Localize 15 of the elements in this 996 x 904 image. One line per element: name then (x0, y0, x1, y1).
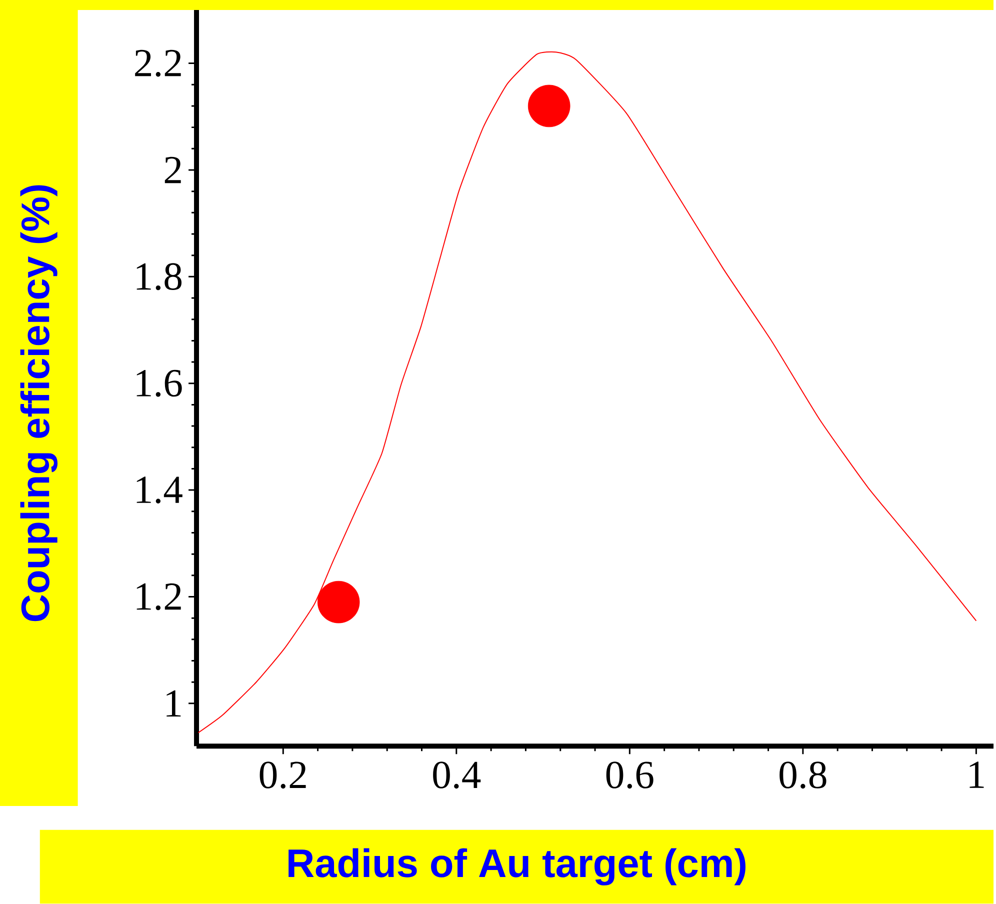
y-tick-label: 1.4 (136, 476, 182, 504)
y-tick-label: 1.6 (136, 370, 182, 397)
x-tick-label: 0.2 (260, 762, 306, 789)
x-tick-label: 0.8 (780, 762, 826, 789)
x-tick-label: 0.4 (433, 762, 481, 789)
y-tick-label: 1.8 (136, 263, 182, 290)
x-axis-title: Radius of Au target (cm) (288, 848, 746, 886)
y-tick-label: 1.2 (136, 583, 181, 610)
y-tick-label: 2.2 (135, 50, 181, 77)
x-tick-label: 0.6 (606, 762, 654, 789)
x-tick-label: 1 (970, 762, 984, 788)
y-tick-label: 1 (166, 690, 181, 717)
y-tick-label: 2 (164, 156, 181, 184)
line-series (198, 52, 977, 734)
y-axis-title: Coupling efficiency (%) (20, 185, 58, 622)
